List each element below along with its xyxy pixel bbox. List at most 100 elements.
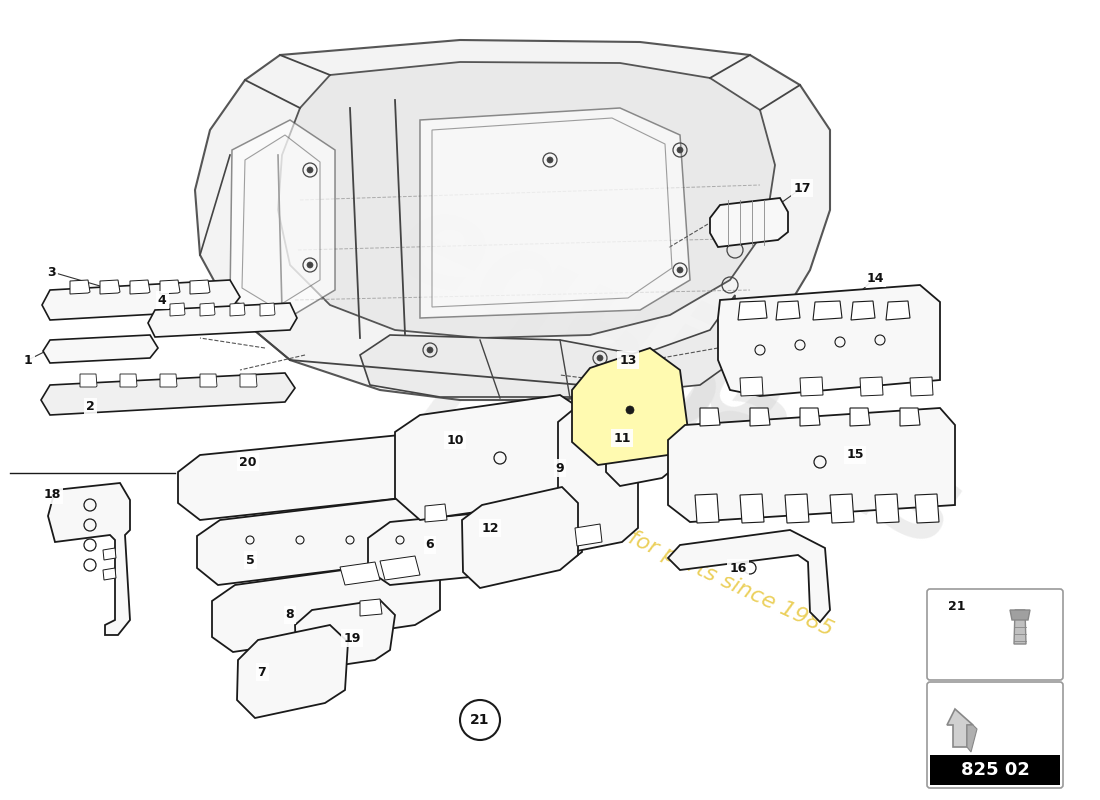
FancyBboxPatch shape [927,682,1063,788]
Polygon shape [850,408,870,426]
Polygon shape [230,303,245,316]
Circle shape [460,700,500,740]
Text: 11: 11 [614,431,630,445]
Polygon shape [800,377,823,396]
Polygon shape [200,374,217,387]
Text: 3: 3 [47,266,56,278]
Polygon shape [120,374,138,387]
Circle shape [307,167,314,173]
Text: equip: equip [374,174,806,466]
Text: 8: 8 [286,609,295,622]
Polygon shape [43,335,158,363]
Polygon shape [668,530,830,622]
Polygon shape [575,524,602,546]
Polygon shape [240,374,257,387]
Polygon shape [148,303,297,337]
Polygon shape [915,494,939,523]
Text: 12: 12 [482,522,498,534]
Text: 14: 14 [867,271,883,285]
Polygon shape [100,280,120,294]
Circle shape [676,267,683,273]
Polygon shape [800,408,820,426]
Text: 9: 9 [556,462,564,474]
Polygon shape [695,494,719,523]
Polygon shape [42,280,240,320]
Polygon shape [1010,610,1030,620]
Polygon shape [197,496,446,585]
Polygon shape [48,483,130,635]
Text: 4: 4 [157,294,166,306]
Text: 16: 16 [729,562,747,574]
Polygon shape [195,40,830,400]
Polygon shape [70,280,90,294]
Polygon shape [160,280,180,294]
Polygon shape [178,432,455,520]
Polygon shape [813,301,842,320]
Polygon shape [130,280,150,294]
Polygon shape [785,494,808,523]
Text: 1: 1 [23,354,32,366]
Polygon shape [740,494,764,523]
Text: 18: 18 [43,489,60,502]
Polygon shape [230,120,336,320]
Text: 21: 21 [471,713,490,727]
Polygon shape [750,408,770,426]
Text: 825 02: 825 02 [960,761,1030,779]
Polygon shape [260,303,275,316]
Circle shape [547,157,553,163]
Polygon shape [740,377,763,396]
Text: 15: 15 [846,449,864,462]
Circle shape [676,147,683,153]
Polygon shape [900,408,920,426]
Text: 19: 19 [343,631,361,645]
Polygon shape [572,348,688,465]
FancyBboxPatch shape [927,589,1063,680]
Polygon shape [462,487,578,588]
Polygon shape [242,135,320,308]
Polygon shape [340,562,379,585]
Polygon shape [432,118,672,307]
Circle shape [427,347,433,353]
Polygon shape [776,301,800,320]
Polygon shape [947,709,974,747]
Polygon shape [967,725,977,752]
Text: 21: 21 [948,600,966,613]
Text: 7: 7 [257,666,266,678]
Polygon shape [236,625,348,718]
Text: a passion for parts since 1985: a passion for parts since 1985 [524,480,837,640]
Polygon shape [360,599,382,616]
Circle shape [626,406,634,414]
Polygon shape [212,560,440,652]
Polygon shape [710,198,788,247]
Polygon shape [830,494,854,523]
Polygon shape [190,280,210,294]
Polygon shape [738,301,767,320]
Polygon shape [295,600,395,670]
Polygon shape [41,373,295,415]
Polygon shape [160,374,177,387]
Polygon shape [200,303,214,316]
Polygon shape [668,408,955,522]
Polygon shape [103,548,116,560]
Polygon shape [886,301,910,320]
Circle shape [307,262,314,268]
Circle shape [597,355,603,361]
Polygon shape [80,374,97,387]
Text: 10: 10 [447,434,464,446]
Text: 2: 2 [86,401,95,414]
Polygon shape [1014,610,1026,644]
Polygon shape [368,505,582,585]
Bar [930,755,1060,785]
Polygon shape [420,108,690,318]
Polygon shape [910,377,933,396]
Text: 6: 6 [426,538,434,551]
Polygon shape [606,400,678,486]
Polygon shape [360,295,735,397]
Polygon shape [395,395,590,520]
Polygon shape [558,398,638,552]
Text: 5: 5 [245,554,254,566]
Text: res: res [407,323,672,537]
Polygon shape [278,62,776,338]
Text: aparts: aparts [541,287,979,573]
Polygon shape [874,494,899,523]
